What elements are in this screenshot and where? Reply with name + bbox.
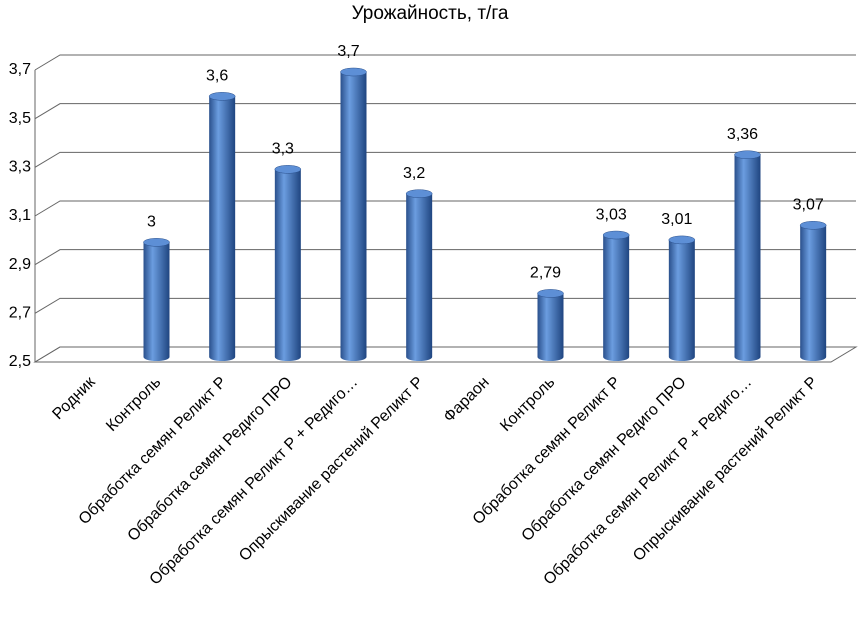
bar xyxy=(143,242,170,361)
bar-top xyxy=(143,238,170,247)
value-label: 2,79 xyxy=(530,265,561,282)
bar xyxy=(209,96,236,361)
grid-line xyxy=(34,297,856,314)
value-label: 3,6 xyxy=(206,68,228,85)
value-label: 3,3 xyxy=(272,141,294,158)
x-tick-label: Фараон xyxy=(441,374,493,426)
bar-top xyxy=(602,230,630,240)
bar xyxy=(406,193,433,361)
bar xyxy=(340,72,367,361)
value-label: 3,07 xyxy=(793,197,824,214)
value-label: 3,03 xyxy=(596,206,627,223)
value-label: 3,7 xyxy=(337,43,359,60)
bar xyxy=(603,235,630,361)
value-label: 3 xyxy=(147,214,156,231)
bar xyxy=(537,293,564,361)
y-tick-label: 2,9 xyxy=(9,256,31,273)
y-tick-label: 2,7 xyxy=(9,305,31,322)
y-tick-label: 2,5 xyxy=(9,353,31,370)
value-label: 3,2 xyxy=(403,165,425,182)
value-label: 3,36 xyxy=(727,126,758,143)
bar-top xyxy=(537,289,564,298)
y-tick-label: 3,1 xyxy=(9,207,31,224)
value-label: 3,01 xyxy=(661,211,692,228)
grid-line xyxy=(34,200,856,217)
chart-title: Урожайность, т/га xyxy=(352,3,509,24)
bar-top xyxy=(734,150,761,159)
bar-top xyxy=(208,92,236,101)
bar xyxy=(668,239,695,361)
bar xyxy=(734,154,761,361)
bar-top xyxy=(405,189,433,198)
grid-line xyxy=(34,346,856,363)
bar-top xyxy=(274,165,302,174)
y-tick-label: 3,3 xyxy=(9,159,31,176)
y-tick-label: 3,7 xyxy=(9,61,31,78)
grid-line xyxy=(34,54,856,71)
grid-line xyxy=(34,103,856,120)
bar xyxy=(274,169,301,361)
x-tick-label: Родник xyxy=(49,373,99,423)
x-tick-label: Контроль xyxy=(103,374,164,435)
bar xyxy=(800,225,827,361)
bar-top xyxy=(668,235,696,245)
x-tick-label: Контроль xyxy=(497,374,558,435)
y-tick-label: 3,5 xyxy=(9,110,31,127)
grid-line xyxy=(34,151,856,168)
bar-top xyxy=(799,221,827,230)
grid-line xyxy=(34,249,856,266)
bar-top xyxy=(340,67,367,77)
